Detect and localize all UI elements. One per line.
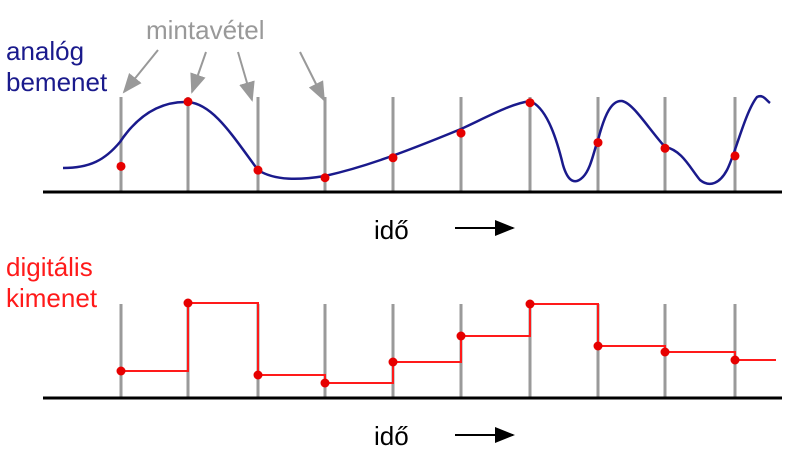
analog-sample-points [116,97,740,183]
digital-output-label: digitális kimenet [6,252,97,314]
digital-sample-point [593,341,603,351]
top-sampling-lines [119,97,737,192]
digital-sample-point [730,355,740,365]
analog-sample-point [388,153,398,163]
analog-sample-point [253,165,263,175]
digital-sample-point [320,378,330,388]
analog-sample-point [320,173,330,183]
analog-sample-point [660,143,670,153]
digital-sample-point [660,347,670,357]
analog-sample-point [116,161,126,171]
analog-sample-point [593,138,603,148]
digital-sample-point [525,299,535,309]
digital-sample-point [116,366,126,376]
analog-input-label: analóg bemenet [6,36,107,98]
digital-sample-point [388,357,398,367]
bottom-sampling-lines [119,304,737,398]
analog-label-line1: analóg [6,36,85,66]
sampling-label: mintavétel [146,15,265,45]
time-label-bottom: idő [374,421,409,451]
digital-label-line2: kimenet [6,283,98,313]
analog-sample-point [730,151,740,161]
time-label-top: idő [374,215,409,245]
analog-label-line2: bemenet [6,67,108,97]
digital-sample-point [183,298,193,308]
digital-step-signal [121,302,776,384]
analog-signal-curve [62,95,771,186]
analog-sample-point [183,97,193,107]
analog-sample-point [456,128,466,138]
digital-sample-point [253,370,263,380]
analog-sample-point [525,98,535,108]
sampling-arrows [122,49,325,102]
digital-label-line1: digitális [6,252,93,282]
digital-sample-point [456,331,466,341]
digital-sample-points [116,298,740,388]
